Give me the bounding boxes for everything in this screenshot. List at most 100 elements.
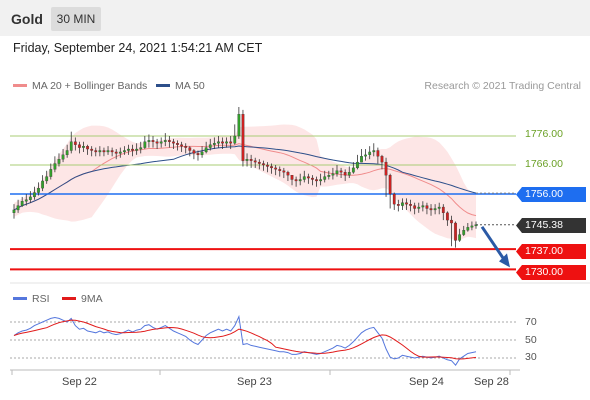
candle-body: [409, 203, 412, 206]
candle-body: [401, 202, 404, 206]
candle-body: [262, 163, 265, 166]
candle-body: [155, 141, 159, 144]
candle-body: [323, 176, 327, 180]
candle-body: [106, 150, 110, 153]
candle-body: [356, 161, 359, 169]
candle-body: [298, 179, 302, 182]
ma50-line: [13, 145, 477, 211]
candle-body: [466, 227, 470, 231]
rsi-layer: [10, 314, 518, 367]
candle-body: [176, 143, 179, 145]
candle-body: [257, 161, 261, 164]
candle-body: [196, 153, 200, 155]
candle-body: [315, 179, 318, 182]
ma20-label: MA 20 + Bollinger Bands: [32, 80, 148, 92]
candle-body: [376, 150, 380, 157]
candle-body: [188, 147, 192, 151]
candle-body: [229, 141, 233, 144]
level-label-1766: 1766.00: [525, 158, 563, 170]
candle-body: [417, 206, 421, 209]
rsi-9ma-line: [13, 319, 477, 360]
candle-body: [245, 159, 249, 161]
candle-body: [327, 174, 331, 177]
timeframe-button[interactable]: 30 MIN: [51, 7, 101, 31]
candle-body: [41, 180, 44, 189]
candle-body: [82, 145, 85, 148]
candle-body: [151, 140, 155, 142]
ma9-label: 9MA: [81, 293, 103, 305]
candle-body: [462, 230, 466, 235]
candle-body: [450, 219, 453, 224]
candle-body: [270, 166, 273, 169]
ma50-swatch: [156, 83, 170, 87]
candle-body: [396, 203, 400, 206]
rsi-swatch: [13, 296, 27, 300]
axis-layer: [10, 282, 590, 375]
candle-body: [364, 154, 367, 157]
candle-body: [351, 167, 355, 173]
rsi-tick-30: 30: [525, 351, 537, 363]
moving-average-layer: [13, 143, 477, 217]
candle-body: [159, 141, 163, 144]
candle-body: [319, 179, 323, 182]
copyright-text: Research © 2021 Trading Central: [424, 80, 581, 92]
candle-body: [343, 172, 347, 176]
legend-rsi: RSI: [13, 293, 50, 305]
candle-body: [441, 206, 445, 214]
candle-body: [429, 208, 433, 211]
candle-body: [380, 156, 384, 163]
level-tag-1737: 1737.00: [516, 244, 586, 259]
candle-body: [86, 145, 89, 150]
candle-body: [204, 147, 208, 153]
candle-body: [163, 140, 167, 142]
candle-body: [470, 225, 474, 228]
timestamp: Friday, September 24, 2021 1:54:21 AM CE…: [13, 41, 263, 55]
level-tag-1730-text: 1730.00: [525, 266, 563, 278]
ma50-label: MA 50: [175, 80, 205, 92]
candle-body: [347, 172, 351, 176]
legend-9ma: 9MA: [62, 293, 103, 305]
candle-body: [20, 201, 24, 206]
candle-body: [294, 179, 298, 182]
candle-body: [388, 174, 392, 195]
candle-body: [286, 172, 290, 176]
candle-body: [24, 199, 28, 202]
candle-body: [384, 161, 388, 176]
projection-arrow-head: [499, 253, 510, 268]
candle-body: [78, 144, 81, 148]
candle-body: [208, 144, 212, 148]
candle-body: [437, 206, 441, 209]
price-level-layer: [10, 135, 516, 271]
instrument-title: Gold: [11, 11, 43, 27]
candle-body: [118, 151, 122, 154]
projection-arrow-shaft: [480, 225, 508, 264]
rsi-tick-70: 70: [525, 316, 537, 328]
candle-body: [249, 159, 253, 161]
candle-body: [94, 150, 98, 153]
candle-body: [302, 176, 306, 180]
candle-body: [278, 169, 282, 171]
candle-body: [139, 147, 143, 150]
bollinger-band-layer: [14, 124, 476, 241]
candle-body: [335, 170, 339, 174]
candle-body: [241, 114, 245, 161]
ma9-swatch: [62, 296, 76, 300]
candle-body: [253, 160, 257, 163]
candle-body: [180, 144, 184, 147]
level-tag-1737-text: 1737.00: [525, 245, 563, 257]
candle-body: [192, 150, 196, 154]
candle-body: [454, 222, 457, 241]
rsi-tick-50: 50: [525, 334, 537, 346]
candle-body: [331, 173, 335, 176]
candle-body: [73, 141, 77, 145]
candle-body: [372, 150, 376, 153]
rsi-line: [13, 314, 477, 367]
projection-arrow-layer: [480, 225, 510, 268]
candle-body: [49, 169, 53, 177]
candle-body: [143, 141, 147, 148]
candle-body: [433, 208, 437, 211]
level-tag-1756: 1756.00: [516, 187, 586, 202]
candle-body: [61, 154, 65, 160]
last-price-tag: 1745.38: [516, 218, 586, 233]
